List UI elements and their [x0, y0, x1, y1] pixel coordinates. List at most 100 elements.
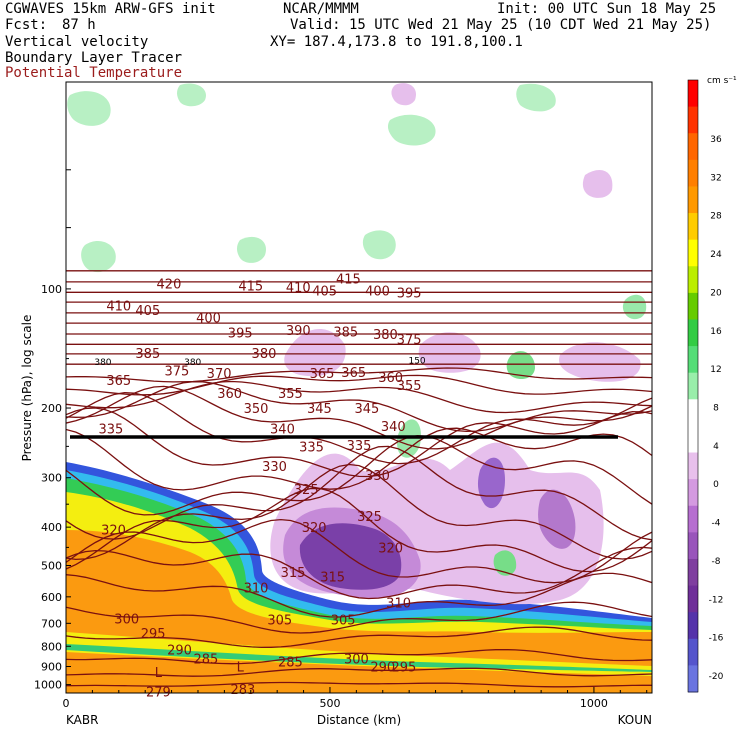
colorbar: 36 32 28 24 20 16 12 8 4 0 -4 -8 -12 -16 -20 — [687, 79, 724, 693]
ascent-blob-11 — [493, 550, 517, 576]
colorbar-swatch — [688, 213, 698, 241]
isentrope-label: 335 — [98, 422, 123, 437]
colorbar-swatch — [688, 159, 698, 187]
colorbar-tick-label: -4 — [712, 519, 721, 529]
plot-frame — [65, 81, 653, 694]
init-time: Init: 00 UTC Sun 18 May 25 — [497, 1, 717, 17]
isentrope-label: 335 — [347, 439, 372, 454]
y-tick-label: 300 — [41, 472, 62, 485]
isentrope-label: 365 — [310, 367, 335, 382]
isentrope-line — [66, 463, 652, 561]
isentrope-line — [66, 367, 652, 383]
isentrope-label: 305 — [267, 614, 292, 629]
x-tick-label: 0 — [63, 697, 70, 710]
isentrope-label: 295 — [391, 661, 416, 676]
colorbar-tick-label: 8 — [713, 404, 719, 414]
isentrope-label: 305 — [331, 614, 356, 629]
isentrope-label: 350 — [244, 402, 269, 417]
isentrope-label: 340 — [270, 422, 295, 437]
isentrope-line — [66, 667, 652, 677]
isentrope-line — [66, 626, 652, 648]
isentrope-label: 320 — [302, 521, 327, 536]
colorbar-swatch — [688, 452, 698, 480]
isentrope-label: 310 — [244, 581, 269, 596]
model-title: CGWAVES 15km ARW-GFS init — [5, 1, 216, 17]
colorbar-swatch — [688, 106, 698, 134]
y-axis: 100 200 300 400 500 600 700 800 900 1000 — [34, 169, 71, 692]
colorbar-swatch — [688, 266, 698, 294]
colorbar-swatch — [688, 532, 698, 560]
x-tick-label: 500 — [319, 697, 340, 710]
isentrope-label: 390 — [286, 324, 311, 339]
isentrope-label: 290 — [167, 643, 192, 658]
isentrope-label: 385 — [135, 347, 160, 362]
isentrope-label: 420 — [157, 278, 182, 293]
field-boundary-layer-tracer: Boundary Layer Tracer — [5, 50, 183, 66]
isentrope-label: 335 — [299, 440, 324, 455]
forecast-label: Fcst: — [5, 17, 48, 33]
colorbar-tick-label: 24 — [710, 250, 722, 260]
subsidence-upper-5 — [391, 83, 416, 106]
colorbar-swatch — [688, 80, 698, 108]
isentrope-label: 380 — [252, 347, 277, 362]
isentrope-label: 330 — [365, 469, 390, 484]
small-contour-label: 380 — [94, 358, 111, 368]
ascent-blob-10 — [622, 294, 647, 320]
isentrope-label: 345 — [307, 402, 332, 417]
colorbar-swatch — [688, 585, 698, 613]
y-tick-label: 400 — [41, 521, 62, 534]
isentrope-label: 283 — [230, 683, 255, 698]
isentrope-line — [66, 546, 652, 600]
colorbar-tick-label: -20 — [709, 672, 724, 682]
colorbar-swatch — [688, 505, 698, 533]
isentrope-line — [66, 518, 652, 584]
isentrope-line — [66, 427, 652, 491]
isentrope-line — [66, 601, 652, 634]
ascent-blob-1 — [67, 91, 111, 126]
isentrope-label: 320 — [101, 523, 126, 538]
colorbar-swatch — [688, 319, 698, 347]
isentrope-line — [66, 487, 652, 573]
colorbar-tick-label: 36 — [710, 135, 722, 145]
isentrope-line — [66, 435, 652, 516]
y-axis-title: Pressure (hPa), log scale — [20, 315, 34, 462]
isentrope-line — [66, 391, 652, 465]
colorbar-units: cm s⁻¹ — [707, 76, 737, 86]
isentrope-line — [66, 572, 652, 618]
isentrope-label: 300 — [344, 653, 369, 668]
colorbar-swatch — [688, 479, 698, 507]
colorbar-tick-label: 20 — [710, 288, 722, 298]
isentrope-label: 320 — [378, 541, 403, 556]
isentrope-label: 395 — [228, 327, 253, 342]
isentrope-label: 375 — [397, 333, 422, 348]
isentrope-label: 285 — [193, 653, 218, 668]
ascent-blob-3 — [237, 236, 266, 263]
forecast-hours: 87 h — [62, 17, 96, 33]
isentrope-label: 340 — [381, 420, 406, 435]
colorbar-swatch — [688, 558, 698, 587]
colorbar-swatch — [688, 612, 698, 640]
ascent-blob-4 — [362, 230, 396, 260]
low-marker: L — [237, 661, 245, 676]
isentrope-label: 400 — [196, 311, 221, 326]
colorbar-swatch — [688, 239, 698, 267]
isentrope-label: 415 — [336, 272, 361, 287]
isentrope-label: 400 — [365, 285, 390, 300]
ascent-blob-2 — [81, 241, 116, 273]
x-axis-title: Distance (km) — [317, 713, 401, 727]
colorbar-tick-label: -12 — [709, 595, 724, 605]
colorbar-tick-label: 32 — [710, 173, 721, 183]
y-tick-label: 200 — [41, 402, 62, 415]
isentrope-label: 325 — [294, 483, 319, 498]
isentrope-label: 325 — [357, 510, 382, 525]
isentrope-label: 315 — [281, 566, 306, 581]
isentrope-label: 370 — [207, 367, 232, 382]
y-tick-label: 100 — [41, 283, 62, 296]
colorbar-tick-label: 4 — [713, 442, 719, 452]
colorbar-swatch — [688, 399, 698, 427]
subsidence-upper-2 — [418, 332, 481, 373]
subsidence-core — [299, 523, 402, 590]
isentrope-label: 380 — [373, 328, 398, 343]
isentrope-label: 345 — [355, 402, 380, 417]
